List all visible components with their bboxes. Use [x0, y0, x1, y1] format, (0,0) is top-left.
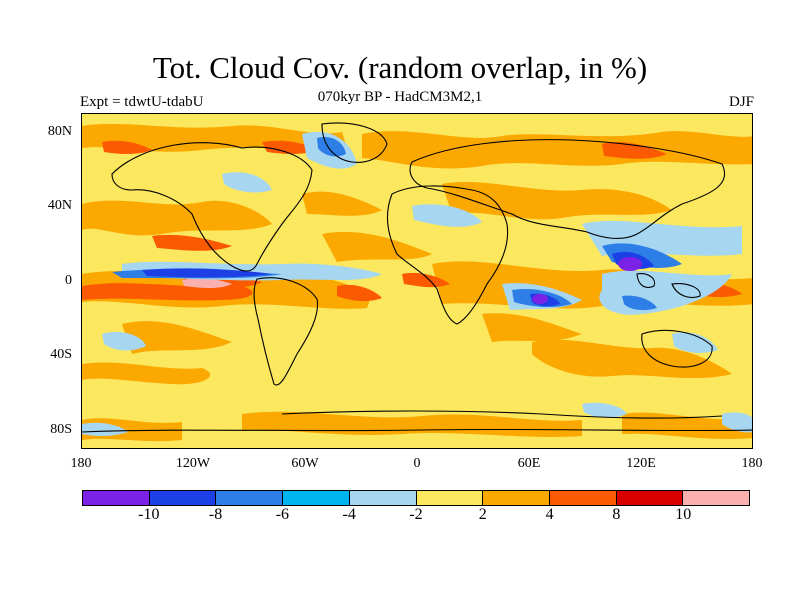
lon-label-60w: 60W	[291, 456, 319, 471]
color-bar-swatch	[549, 491, 617, 505]
map-title: Tot. Cloud Cov. (random overlap, in %)	[152, 50, 648, 85]
experiment-label: Expt = tdwtU-tdabU	[80, 94, 204, 110]
lon-label-180e: 180	[741, 456, 763, 471]
color-bar-swatch	[283, 491, 350, 505]
color-bar-swatch	[83, 491, 150, 505]
lon-label-180w: 180	[70, 456, 92, 471]
cloud-cover-map	[81, 113, 753, 449]
lon-label-120w: 120W	[175, 456, 211, 471]
lat-label-eq: 0	[65, 273, 72, 288]
extreme-negative-anomalies	[532, 257, 642, 304]
color-bar-swatch	[349, 491, 417, 505]
color-bar-tick-label: -4	[342, 506, 356, 523]
color-bar-swatch	[216, 491, 284, 505]
color-bar-tick-label: 2	[478, 506, 487, 523]
season-label: DJF	[728, 94, 754, 110]
map-subtitle: 070kyr BP - HadCM3M2,1	[317, 89, 483, 105]
lat-label-40n: 40N	[47, 198, 72, 213]
color-bar-swatch	[683, 491, 750, 505]
max-anomaly-core	[182, 278, 232, 288]
lat-label-80n: 80N	[47, 124, 72, 139]
map-canvas	[82, 114, 752, 448]
color-bar-swatch	[483, 491, 550, 505]
color-bar-tick-label: 4	[545, 506, 554, 523]
color-bar-tick-label: 8	[612, 506, 621, 523]
lon-label-120e: 120E	[626, 456, 656, 471]
color-bar-swatch	[149, 491, 217, 505]
color-bar	[82, 490, 750, 506]
lon-label-0: 0	[413, 456, 421, 471]
color-bar-swatch	[416, 491, 484, 505]
lon-label-60e: 60E	[517, 456, 541, 471]
color-bar-tick-label: -10	[138, 506, 160, 523]
color-bar-tick-label: 10	[675, 506, 692, 523]
coastlines	[82, 122, 752, 433]
color-bar-swatch	[616, 491, 684, 505]
lat-label-40s: 40S	[50, 347, 72, 362]
color-bar-tick-label: -6	[275, 506, 290, 523]
color-bar-tick-label: -8	[208, 506, 223, 523]
lat-label-80s: 80S	[50, 422, 72, 437]
color-bar-tick-label: -2	[409, 506, 423, 523]
